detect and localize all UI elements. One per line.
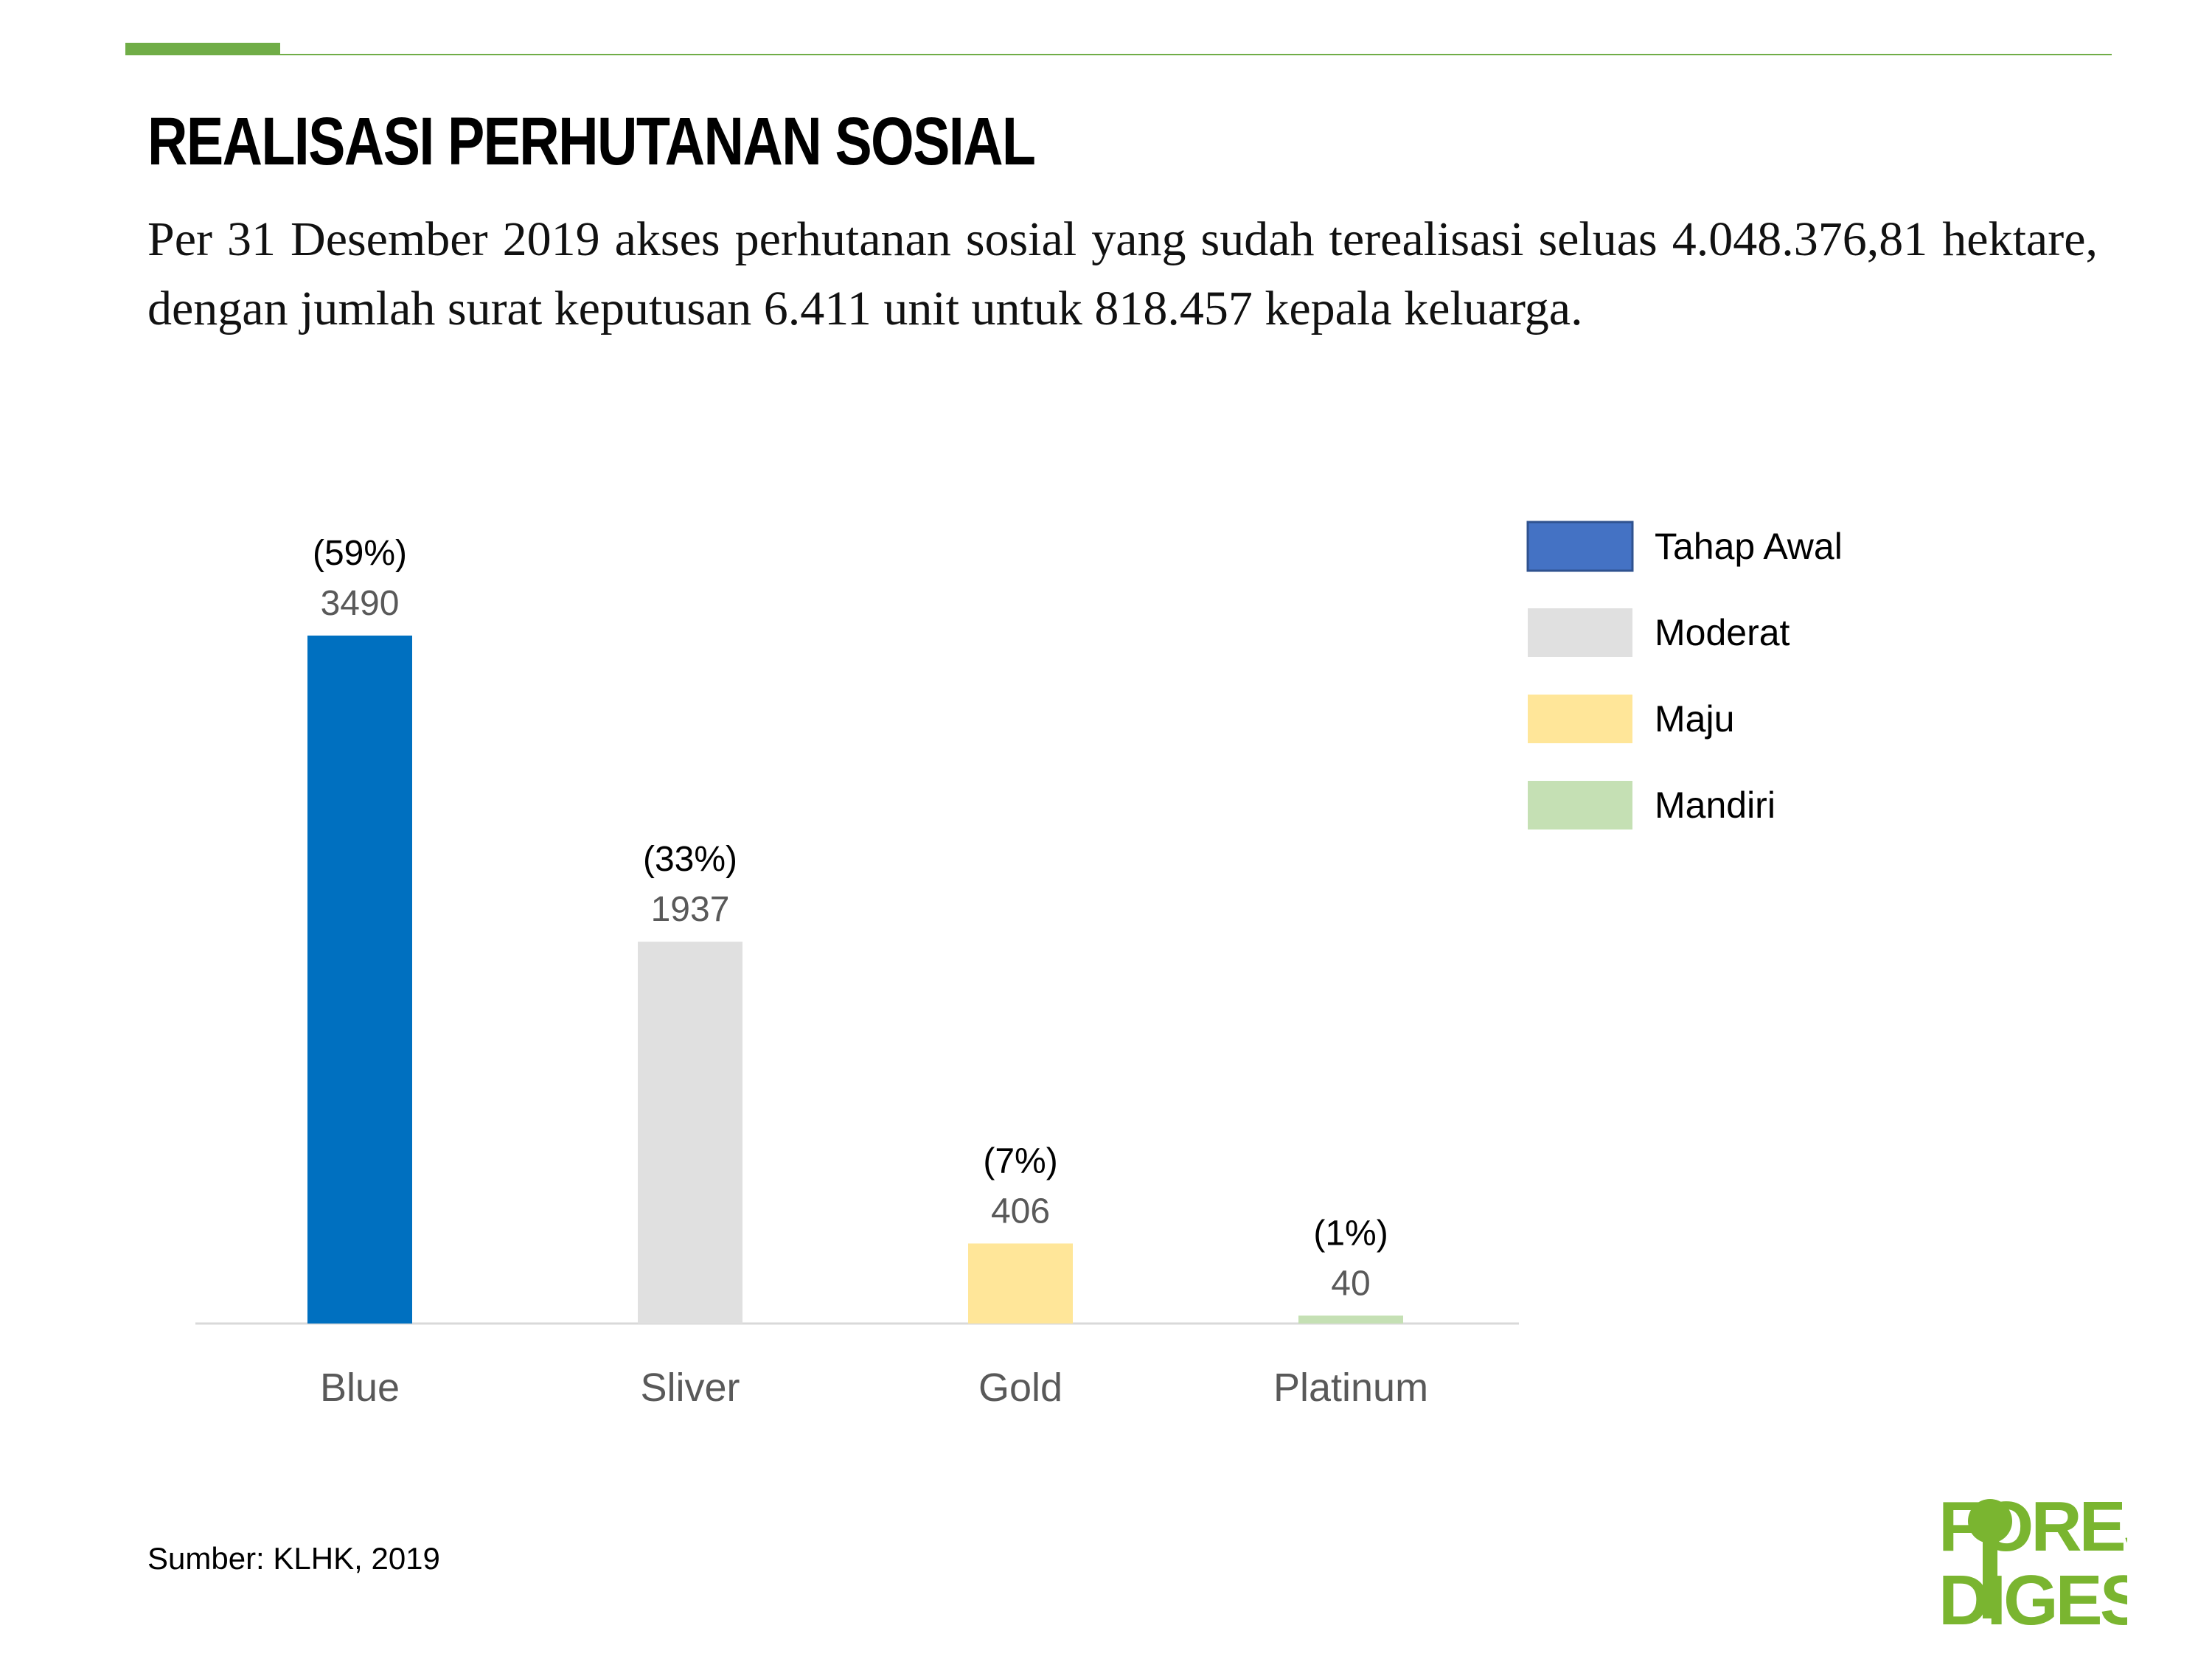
legend-swatch-mandiri [1528, 781, 1632, 830]
tree-canopy-icon [1968, 1499, 2012, 1543]
source-note: Sumber: KLHK, 2019 [147, 1541, 440, 1576]
percent-label-platinum: (1%) [1313, 1214, 1388, 1253]
bar-platinum [1298, 1315, 1403, 1324]
legend-swatch-moderat [1528, 608, 1632, 657]
data-label-platinum: 40 [1331, 1264, 1370, 1303]
logo-text-line1: FOREST [1938, 1487, 2127, 1566]
legend-label-maju: Maju [1655, 698, 1734, 740]
intro-paragraph: Per 31 Desember 2019 akses perhutanan so… [147, 212, 2098, 335]
legend-swatch-tahap-awal [1526, 521, 1634, 572]
bar-sliver [638, 942, 742, 1324]
legend-label-mandiri: Mandiri [1655, 785, 1775, 826]
forest-digest-logo: FOREST DIGEST [1938, 1487, 2127, 1633]
bar-gold [968, 1243, 1073, 1324]
legend-swatch-maju [1528, 695, 1632, 743]
tick-label-gold: Gold [978, 1366, 1062, 1410]
legend-label-tahap-awal: Tahap Awal [1655, 526, 1843, 567]
page-title: REALISASI PERHUTANAN SOSIAL [147, 104, 1036, 179]
logo-text-line2: DIGEST [1938, 1561, 2127, 1633]
tick-label-blue: Blue [320, 1366, 400, 1410]
percent-label-sliver: (33%) [643, 840, 737, 879]
tick-label-platinum: Platinum [1273, 1366, 1428, 1410]
header-accent-bar [125, 43, 280, 55]
tree-trunk-icon [1983, 1530, 1997, 1618]
data-label-sliver: 1937 [651, 890, 730, 929]
data-label-blue: 3490 [321, 584, 400, 623]
bar-blue [307, 636, 412, 1324]
legend-label-moderat: Moderat [1655, 612, 1790, 653]
data-label-gold: 406 [991, 1192, 1050, 1231]
percent-label-blue: (59%) [313, 534, 407, 573]
percent-label-gold: (7%) [983, 1141, 1057, 1180]
tick-label-sliver: Sliver [640, 1366, 740, 1410]
header-rule [125, 54, 2112, 55]
